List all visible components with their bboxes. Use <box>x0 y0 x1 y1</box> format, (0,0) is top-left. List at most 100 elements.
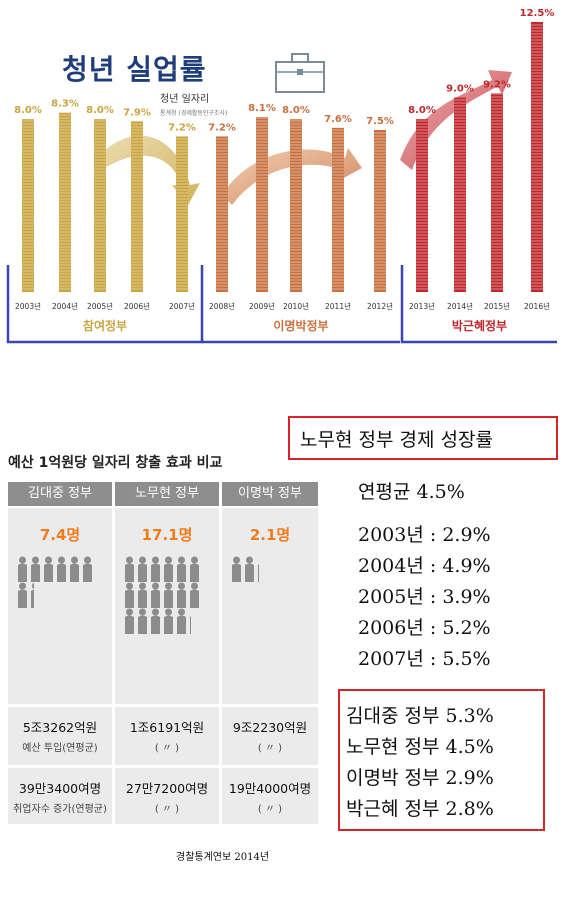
youth-unemployment-chart: 8.0% 2003년 8.3% 2004년 8.0% 2005년 7.9% 2006년 7.2%… <box>0 0 561 350</box>
partial-person-icon <box>30 582 34 608</box>
person-icon <box>43 556 54 582</box>
growth-year-list: 2003년 : 2.9% 2004년 : 4.9% 2005년 : 3.9% 2… <box>358 520 491 675</box>
bar-2007년 <box>176 136 188 292</box>
budget-sub-lee: ( 〃 ) <box>257 743 283 754</box>
people-lee <box>230 556 312 582</box>
value-label-2015년: 9.2% <box>483 79 511 90</box>
caption: 경찰통계연보 2014년 <box>176 852 270 863</box>
person-icon <box>231 556 242 582</box>
person-icon <box>244 556 255 582</box>
growth-average: 연평균 4.5% <box>358 481 465 503</box>
person-icon <box>176 608 187 634</box>
partial-person-icon <box>189 608 191 634</box>
group-bracket-1 <box>200 265 400 344</box>
value-label-2004년: 8.3% <box>51 99 79 110</box>
bar-2013년 <box>416 119 428 292</box>
person-icon <box>124 582 135 608</box>
budget-kimdaejung: 5조3262억원 <box>22 720 98 735</box>
value-label-2003년: 8.0% <box>14 105 42 116</box>
budget-cell-kimdaejung: 5조3262억원 예산 투입(연평균) <box>8 707 112 765</box>
person-icon <box>30 556 41 582</box>
people-roh <box>123 556 213 634</box>
value-label-2014년: 9.0% <box>446 84 474 95</box>
chart-title: 청년 실업률 <box>62 53 207 86</box>
value-label-2005년: 8.0% <box>86 105 114 116</box>
value-label-2012년: 7.5% <box>366 116 394 127</box>
trend-arrow-3 <box>400 70 512 170</box>
person-icon <box>56 556 67 582</box>
bars-svg: 8.0% 2003년 8.3% 2004년 8.0% 2005년 7.9% 2006년 7.2%… <box>6 8 557 344</box>
value-label-2013년: 8.0% <box>408 105 436 116</box>
category-label-2008년: 2008년 <box>209 301 235 311</box>
jobs-sub-lee: ( 〃 ) <box>257 804 283 815</box>
gov-growth-roh: 노무현 정부 4.5% <box>346 736 494 758</box>
person-icon <box>124 608 135 634</box>
jobs-cell-roh: 27만7200여명 ( 〃 ) <box>115 768 219 824</box>
budget-roh: 1조6191억원 <box>129 720 205 735</box>
gov-growth-lee: 이명박 정부 2.9% <box>346 767 494 789</box>
jobs-lee: 19만4000여명 <box>228 781 312 796</box>
col-body-kimdaejung: 7.4명 <box>8 508 112 704</box>
partial-person-icon <box>257 556 259 582</box>
growth-year-2005: 2005년 : 3.9% <box>358 586 491 608</box>
bar-2008년 <box>216 136 228 292</box>
budget-sub-kimdaejung: 예산 투입(연평균) <box>22 743 98 754</box>
growth-year-2006: 2006년 : 5.2% <box>358 617 491 639</box>
value-label-2006년: 7.9% <box>123 107 151 118</box>
category-label-2015년: 2015년 <box>484 301 510 311</box>
value-label-2008년: 7.2% <box>208 122 236 133</box>
comparison-title: 예산 1억원당 일자리 창출 효과 비교 <box>8 455 223 471</box>
category-label-2007년: 2007년 <box>169 301 195 311</box>
value-label-2009년: 8.1% <box>248 103 276 114</box>
value-label-2010년: 8.0% <box>282 105 310 116</box>
bar-2005년 <box>94 119 106 292</box>
person-icon <box>189 556 200 582</box>
gov-growth-kimdaejung: 김대중 정부 5.3% <box>346 705 494 727</box>
count-lee: 2.1명 <box>249 526 291 544</box>
category-label-2011년: 2011년 <box>325 301 351 311</box>
growth-year-2004: 2004년 : 4.9% <box>358 555 491 577</box>
growth-year-2003: 2003년 : 2.9% <box>358 524 491 546</box>
chart-source-note: 통계청 (경제활동인구조사) <box>160 110 228 117</box>
person-icon <box>189 582 200 608</box>
group-bracket-0 <box>6 265 202 344</box>
briefcase-icon <box>275 53 325 93</box>
bar-2014년 <box>454 97 466 292</box>
budget-lee: 9조2230억원 <box>232 720 308 735</box>
person-icon <box>137 608 148 634</box>
person-icon <box>17 582 28 608</box>
person-icon <box>163 556 174 582</box>
value-label-2011년: 7.6% <box>324 114 352 125</box>
person-icon <box>17 556 28 582</box>
col-header-roh: 노무현 정부 <box>115 482 219 506</box>
person-icon <box>163 582 174 608</box>
person-icon <box>137 582 148 608</box>
bar-2006년 <box>131 121 143 292</box>
category-label-2012년: 2012년 <box>367 301 393 311</box>
value-label-2007년: 7.2% <box>168 122 196 133</box>
category-label-2003년: 2003년 <box>15 301 41 311</box>
person-icon <box>176 556 187 582</box>
category-label-2004년: 2004년 <box>52 301 78 311</box>
value-label-2016년: 12.5% <box>520 8 555 19</box>
category-label-2014년: 2014년 <box>447 301 473 311</box>
budget-cell-roh: 1조6191억원 ( 〃 ) <box>115 707 219 765</box>
person-icon <box>82 556 93 582</box>
count-roh: 17.1명 <box>141 526 193 544</box>
people-kimdaejung <box>16 556 106 608</box>
bar-2004년 <box>59 112 71 292</box>
col-body-roh: 17.1명 <box>115 508 219 704</box>
person-icon <box>150 608 161 634</box>
count-kimdaejung: 7.4명 <box>39 526 81 544</box>
col-body-lee: 2.1명 <box>222 508 318 704</box>
person-icon <box>69 556 80 582</box>
jobs-cell-kimdaejung: 39만3400여명 취업자수 증가(연평균) <box>8 768 112 824</box>
growth-title: 노무현 정부 경제 성장률 <box>300 429 493 451</box>
group-label-1: 이명박정부 <box>273 318 328 333</box>
growth-year-2007: 2007년 : 5.5% <box>358 648 491 670</box>
group-label-0: 참여정부 <box>83 318 127 333</box>
group-label-2: 박근혜정부 <box>452 318 507 333</box>
bar-2016년 <box>531 22 543 292</box>
col-header-lee: 이명박 정부 <box>222 482 318 506</box>
col-header-kimdaejung: 김대중 정부 <box>8 482 112 506</box>
